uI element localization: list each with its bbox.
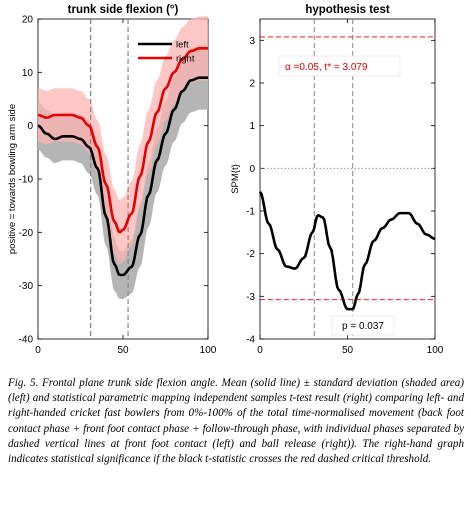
p1-ytick-label-1: 2	[249, 79, 255, 90]
p1-ytick-label-5: -2	[246, 249, 255, 260]
p1-ytick-label-2: 1	[249, 121, 255, 132]
caption-text: Frontal plane trunk side flexion angle. …	[8, 377, 464, 466]
right-chart-title: hypothesis test	[305, 4, 390, 16]
p-value-box	[331, 315, 395, 336]
p0-ytick-label-5: -30	[19, 281, 34, 292]
p1-xtick-label-1: 50	[342, 345, 354, 356]
p0-xtick-label-1: 50	[117, 345, 129, 356]
p1-xtick-label-0: 0	[257, 345, 263, 356]
p0-ytick-label-2: 0	[27, 121, 33, 132]
p1-ytick-label-4: -1	[246, 207, 255, 218]
alpha-annotation-box	[278, 55, 401, 77]
p0-ylabel: positive = towards bowling arm side	[7, 104, 18, 254]
p1-ytick-label-0: 3	[249, 36, 255, 47]
p0-ytick-label-0: 20	[22, 15, 34, 26]
p0-xtick-label-2: 100	[200, 345, 217, 356]
p1-ytick-label-6: -3	[246, 292, 255, 303]
mean-line-right	[37, 47, 208, 234]
p0-xtick-label-0: 0	[35, 345, 41, 356]
p-value-text: p = 0.037	[342, 321, 384, 332]
legend-label-left: left	[176, 40, 189, 51]
p1-xtick-label-2: 100	[427, 345, 444, 356]
p1-ytick-label-7: -4	[246, 335, 255, 346]
alpha-annotation-text: α =0.05, t* = 3.079	[285, 62, 368, 73]
spm-t-curve	[258, 191, 436, 311]
p1-ylabel: SPM{t}	[230, 164, 241, 194]
p0-ytick-label-4: -20	[19, 228, 34, 239]
mean-line-left	[37, 76, 208, 277]
caption-label: Fig. 5.	[8, 377, 39, 389]
sd-band-right	[38, 16, 208, 265]
left-chart-title: trunk side flexion (°)	[67, 4, 179, 16]
legend-label-right: right	[176, 54, 195, 65]
p0-ytick-label-6: -40	[19, 335, 34, 346]
p0-ytick-label-1: 10	[22, 68, 34, 79]
p0-ytick-label-3: -10	[19, 175, 34, 186]
figure-caption: Fig. 5. Frontal plane trunk side flexion…	[8, 376, 464, 467]
figure: trunk side flexion (°) hypothesis test 2…	[7, 4, 444, 357]
p1-ytick-label-3: 0	[249, 164, 255, 175]
